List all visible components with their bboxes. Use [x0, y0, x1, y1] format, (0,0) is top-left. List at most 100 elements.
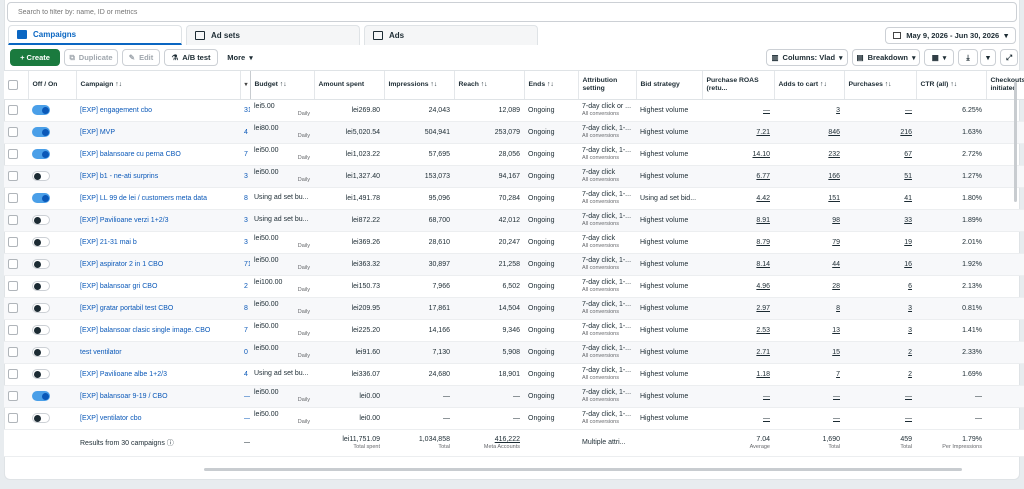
purchase-roas-value[interactable]: —: [763, 392, 770, 400]
purchases-value[interactable]: 41: [904, 194, 912, 202]
purchases-cell[interactable]: 41: [844, 187, 916, 210]
table-row[interactable]: [EXP] balansoare cu perna CBO 7 lei50.00 Da…: [4, 143, 1024, 166]
col-budget[interactable]: Budget ↑↓: [250, 71, 315, 100]
delivery-toggle[interactable]: [32, 303, 50, 313]
row-checkbox[interactable]: [8, 237, 18, 247]
row-toggle[interactable]: [28, 363, 76, 386]
date-range-picker[interactable]: May 9, 2026 - Jun 30, 2026 ▾: [885, 27, 1016, 44]
table-row[interactable]: [EXP] balansoar 9-19 / CBO — lei50.00 Daily…: [4, 385, 1024, 408]
col-bid-strategy[interactable]: Bid strategy: [636, 71, 703, 100]
adds-to-cart-cell[interactable]: 44: [774, 253, 844, 276]
purchase-roas-cell[interactable]: 8.91: [702, 209, 774, 232]
row-toggle[interactable]: [28, 143, 76, 166]
purchase-roas-cell[interactable]: 6.77: [702, 165, 774, 188]
purchases-value[interactable]: —: [905, 392, 912, 400]
adds-to-cart-value[interactable]: —: [833, 414, 840, 422]
table-row[interactable]: [EXP] 21-31 mai b 3 lei50.00 Daily lei369.26…: [4, 231, 1024, 254]
campaign-name[interactable]: [EXP] aspirator 2 in 1 CBO: [76, 253, 240, 276]
adds-to-cart-cell[interactable]: 98: [774, 209, 844, 232]
table-row[interactable]: [EXP] balansoar clasic single image. CBO…: [4, 319, 1024, 342]
row-toggle[interactable]: [28, 407, 76, 430]
row-checkbox[interactable]: [8, 369, 18, 379]
purchase-roas-value[interactable]: 4.42: [756, 194, 770, 202]
purchase-roas-cell[interactable]: —: [702, 385, 774, 408]
purchase-roas-value[interactable]: —: [763, 414, 770, 422]
campaign-name-link[interactable]: [EXP] 21-31 mai b: [80, 238, 137, 246]
adds-to-cart-value[interactable]: 846: [828, 128, 840, 136]
row-toggle[interactable]: [28, 297, 76, 320]
budget-cell[interactable]: Using ad set bu...: [250, 209, 314, 232]
row-select[interactable]: [4, 341, 28, 364]
delivery-toggle[interactable]: [32, 171, 50, 181]
table-row[interactable]: [EXP] ventilator cbo — lei50.00 Daily lei0.0…: [4, 407, 1024, 430]
row-toggle[interactable]: [28, 99, 76, 122]
budget-cell[interactable]: lei80.00 Daily: [250, 121, 314, 144]
campaign-name-link[interactable]: [EXP] b1 - ne-ati surprins: [80, 172, 159, 180]
purchases-value[interactable]: 3: [908, 326, 912, 334]
reports-menu-button[interactable]: ▦: [924, 49, 954, 66]
purchase-roas-cell[interactable]: 8.14: [702, 253, 774, 276]
adds-to-cart-cell[interactable]: 13: [774, 319, 844, 342]
row-checkbox[interactable]: [8, 193, 18, 203]
select-all-header[interactable]: [4, 71, 29, 100]
tab-ad-sets[interactable]: Ad sets: [186, 25, 360, 45]
campaign-name[interactable]: [EXP] b1 - ne-ati surprins: [76, 165, 240, 188]
adds-to-cart-value[interactable]: 3: [836, 106, 840, 114]
purchase-roas-value[interactable]: 2.97: [756, 304, 770, 312]
row-toggle[interactable]: [28, 253, 76, 276]
purchases-cell[interactable]: 51: [844, 165, 916, 188]
purchase-roas-cell[interactable]: 4.42: [702, 187, 774, 210]
col-adds-to-cart[interactable]: Adds to cart ↑↓: [774, 71, 845, 100]
purchases-value[interactable]: 2: [908, 348, 912, 356]
adds-to-cart-cell[interactable]: 28: [774, 275, 844, 298]
row-select[interactable]: [4, 385, 28, 408]
row-toggle[interactable]: [28, 319, 76, 342]
purchase-roas-value[interactable]: 8.79: [756, 238, 770, 246]
purchase-roas-cell[interactable]: —: [702, 99, 774, 122]
purchases-value[interactable]: 33: [904, 216, 912, 224]
purchases-cell[interactable]: 2: [844, 363, 916, 386]
col-ctr[interactable]: CTR (all) ↑↓: [916, 71, 987, 100]
purchases-cell[interactable]: 67: [844, 143, 916, 166]
totals-reach-value[interactable]: 416,222: [494, 435, 520, 443]
row-select[interactable]: [4, 121, 28, 144]
export-button[interactable]: ⤓: [958, 49, 978, 66]
delivery-toggle[interactable]: [32, 391, 50, 401]
create-button[interactable]: + Create: [10, 49, 60, 66]
row-checkbox[interactable]: [8, 281, 18, 291]
row-checkbox[interactable]: [8, 259, 18, 269]
col-campaign[interactable]: Campaign ↑↓: [76, 71, 241, 100]
campaign-name-link[interactable]: [EXP] Pavilioane verzi 1+2/3: [80, 216, 169, 224]
purchases-value[interactable]: 216: [900, 128, 912, 136]
purchase-roas-cell[interactable]: 7.21: [702, 121, 774, 144]
adds-to-cart-cell[interactable]: 232: [774, 143, 844, 166]
purchase-roas-value[interactable]: 1.18: [756, 370, 770, 378]
campaign-name[interactable]: [EXP] balansoare cu perna CBO: [76, 143, 240, 166]
budget-cell[interactable]: lei100.00 Daily: [250, 275, 314, 298]
purchases-value[interactable]: 51: [904, 172, 912, 180]
tab-ads[interactable]: Ads: [364, 25, 538, 45]
row-select[interactable]: [4, 253, 28, 276]
purchase-roas-value[interactable]: 8.14: [756, 260, 770, 268]
row-toggle[interactable]: [28, 231, 76, 254]
adds-to-cart-cell[interactable]: 8: [774, 297, 844, 320]
campaign-name-link[interactable]: test ventilator: [80, 348, 122, 356]
table-row[interactable]: [EXP] LL 99 de lei / customers meta data…: [4, 187, 1024, 210]
purchases-cell[interactable]: 216: [844, 121, 916, 144]
table-row[interactable]: [EXP] aspirator 2 in 1 CBO 71 lei50.00 Dail…: [4, 253, 1024, 276]
campaign-name[interactable]: [EXP] Pavilioane albe 1+2/3: [76, 363, 240, 386]
purchase-roas-cell[interactable]: 4.96: [702, 275, 774, 298]
purchases-cell[interactable]: —: [844, 407, 916, 430]
columns-menu-button[interactable]: ▥ Columns: Vlad: [766, 49, 848, 66]
campaign-name[interactable]: [EXP] balansoar gri CBO: [76, 275, 240, 298]
row-toggle[interactable]: [28, 385, 76, 408]
campaign-name-link[interactable]: [EXP] engagement cbo: [80, 106, 152, 114]
budget-cell[interactable]: Using ad set bu...: [250, 187, 314, 210]
budget-cell[interactable]: lei50.00 Daily: [250, 297, 314, 320]
campaign-name[interactable]: [EXP] balansoar clasic single image. CBO: [76, 319, 240, 342]
campaign-name-link[interactable]: [EXP] LL 99 de lei / customers meta data: [80, 194, 207, 202]
more-menu-button[interactable]: More: [222, 49, 258, 66]
budget-cell[interactable]: lei50.00 Daily: [250, 231, 314, 254]
col-purchases[interactable]: Purchases ↑↓: [844, 71, 917, 100]
adds-to-cart-value[interactable]: 79: [832, 238, 840, 246]
